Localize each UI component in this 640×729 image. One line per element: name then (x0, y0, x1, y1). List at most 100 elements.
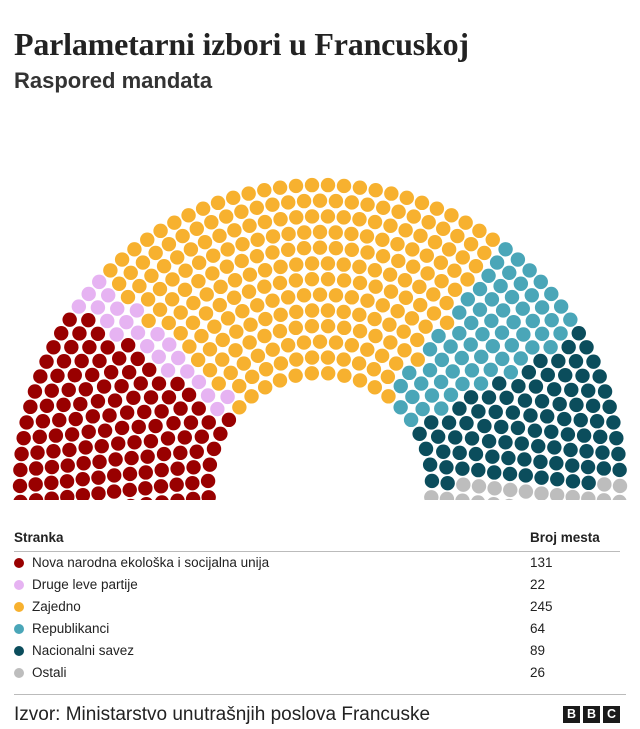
seat-dot (336, 304, 351, 320)
seat-dot (92, 454, 107, 470)
seat-dot (553, 326, 568, 341)
seat-dot (366, 362, 382, 377)
seat-dot (135, 255, 151, 270)
seat-dot (360, 245, 375, 260)
seat-dot (474, 349, 489, 364)
seat-dot (553, 299, 569, 314)
seat-dot (75, 471, 90, 487)
seat-dot (320, 271, 336, 287)
seat-dot (210, 401, 225, 417)
seat-dot (418, 319, 433, 334)
seat-dot (272, 373, 288, 388)
seat-dot (185, 315, 201, 331)
party-name: Druge leve partije (32, 577, 138, 592)
seat-dot (200, 473, 216, 489)
legend-table: Stranka Broj mesta Nova narodna ekološka… (14, 522, 620, 684)
seat-dot (281, 226, 296, 242)
seat-dot (161, 390, 177, 405)
seat-dot (133, 376, 148, 391)
seat-dot (477, 245, 492, 261)
seat-dot (28, 493, 44, 500)
seat-dot (514, 436, 529, 451)
seat-dot (516, 327, 531, 342)
seat-dot (477, 418, 492, 434)
seat-dot (544, 424, 559, 439)
seat-dot (100, 340, 115, 355)
seat-dot (424, 490, 439, 500)
seat-dot (220, 311, 236, 326)
seat-dot (102, 408, 117, 423)
seat-dot (320, 177, 336, 193)
seat-dot (137, 404, 152, 420)
seat-dot (138, 465, 153, 480)
seat-dot (388, 356, 404, 371)
seat-dot (91, 470, 106, 485)
seat-dot (534, 486, 549, 500)
seat-dot (581, 475, 596, 491)
seat-dot (304, 271, 320, 287)
seat-dot (191, 374, 207, 390)
party-column-header: Stranka (14, 522, 530, 552)
seat-dot (148, 418, 163, 434)
seat-dot (281, 195, 296, 210)
seat-dot (464, 363, 480, 378)
seat-dot (206, 248, 221, 263)
seat-dot (127, 435, 142, 450)
seat-dot (468, 259, 484, 274)
seat-dot (249, 200, 265, 215)
seat-dot (232, 378, 247, 394)
seat-dot (122, 482, 137, 498)
seat-dot (439, 491, 455, 500)
seat-dot (111, 276, 127, 291)
seat-dot (280, 290, 296, 305)
seat-dot (273, 212, 288, 227)
seat-dot (573, 412, 588, 428)
seat-dot (132, 278, 147, 294)
seat-dot (127, 242, 142, 257)
seat-dot (120, 338, 136, 353)
seat-dot (602, 399, 617, 415)
seat-dot (402, 365, 417, 381)
seat-dot (39, 354, 54, 369)
seat-dot (455, 376, 470, 392)
seat-dot (455, 493, 470, 500)
seat-dot (412, 426, 427, 442)
seat-dot (383, 218, 398, 233)
seat-dot (16, 430, 31, 446)
seat-dot (434, 401, 449, 416)
seat-dot (560, 427, 576, 442)
seat-dot (257, 183, 272, 198)
seat-dot (344, 338, 360, 353)
seat-dot (242, 335, 257, 350)
seat-dot (420, 266, 435, 281)
seat-dot (154, 462, 169, 478)
seat-dot (424, 473, 440, 489)
seat-dot (75, 487, 91, 500)
seat-dot (258, 311, 273, 327)
seat-dot (352, 212, 367, 227)
seat-dot (337, 368, 352, 383)
seat-dot (575, 368, 590, 383)
seat-dot (202, 342, 218, 357)
seat-dot (576, 428, 592, 443)
seat-dot (56, 397, 71, 413)
seat-dot (352, 373, 368, 388)
seat-dot (235, 236, 250, 252)
seat-dot (382, 317, 397, 332)
seat-dot (126, 498, 135, 500)
seat-dot (107, 468, 122, 483)
seat-dot (62, 312, 77, 327)
seat-dot (215, 332, 230, 348)
seat-dot (320, 209, 336, 224)
seat-dot (606, 415, 621, 430)
seat-dot (320, 256, 336, 271)
seat-dot (464, 315, 479, 331)
seat-dot (81, 424, 96, 439)
seat-dot (434, 352, 450, 368)
seat-dot (413, 297, 428, 313)
seat-dot (200, 388, 216, 403)
seat-dot (523, 408, 538, 423)
seat-dot (524, 288, 539, 303)
seat-dot (304, 366, 320, 381)
seat-dot (213, 426, 228, 442)
